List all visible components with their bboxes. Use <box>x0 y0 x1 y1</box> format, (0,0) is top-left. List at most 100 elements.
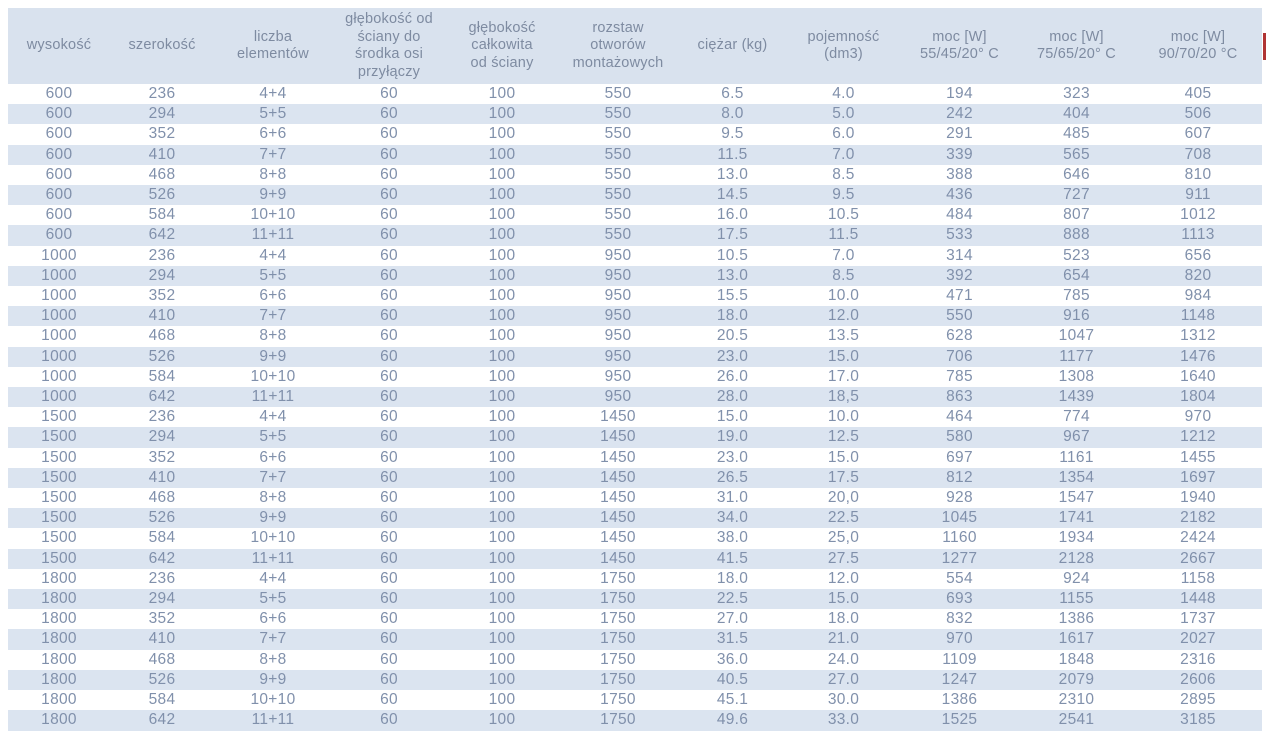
cell: 1000 <box>41 367 77 385</box>
cell: 9+9 <box>259 347 287 365</box>
cell: 785 <box>1063 287 1090 305</box>
column-header-4: głębokość od ściany do środka osi przyłą… <box>332 8 446 84</box>
cell: 950 <box>604 246 632 264</box>
cell: 607 <box>1184 125 1212 143</box>
cell: 1455 <box>1180 448 1216 466</box>
cell: 60 <box>380 125 398 143</box>
cell: 642 <box>148 388 176 406</box>
cell: 1500 <box>41 468 77 486</box>
cell: 5+5 <box>259 428 287 446</box>
table-row: 600 526 9+9 60 100 550 14.5 9.5 436 727 911 <box>8 185 1262 206</box>
cell: 100 <box>488 388 516 406</box>
cell: 20,0 <box>827 489 860 507</box>
cell: 656 <box>1184 246 1212 264</box>
table-body: 600 236 4+4 60 100 550 6.5 4.0 194 323 405 600 294 5+… <box>8 84 1262 731</box>
cell: 100 <box>488 186 516 204</box>
table-row: 1000 526 9+9 60 100 950 23.0 15.0 706 1177 1476 <box>8 346 1262 367</box>
table-row: 1800 468 8+8 60 100 1750 36.0 24.0 1109 1848 2316 <box>8 650 1262 670</box>
cell: 1450 <box>600 509 636 527</box>
table-row: 1800 642 11+11 60 100 1750 49.6 33.0 1525 2541 318… <box>8 710 1262 731</box>
table-row: 1500 294 5+5 60 100 1450 19.0 12.5 580 967 1212 <box>8 427 1262 448</box>
cell: 26.5 <box>716 468 749 486</box>
cell: 950 <box>604 266 632 284</box>
cell: 6+6 <box>259 287 287 305</box>
cell: 1525 <box>941 711 978 729</box>
cell: 11+11 <box>251 711 295 729</box>
cell: 30.0 <box>827 691 860 709</box>
cell: 1640 <box>1180 367 1216 385</box>
cell: 1750 <box>600 711 636 729</box>
cell: 4+4 <box>259 85 287 102</box>
cell: 708 <box>1184 145 1212 163</box>
column-header-2: szerokość <box>110 8 214 84</box>
cell: 1800 <box>41 630 77 648</box>
cell: 100 <box>488 307 516 325</box>
table-row: 1500 352 6+6 60 100 1450 23.0 15.0 697 1161 1455 <box>8 448 1262 468</box>
cell: 1934 <box>1058 529 1095 547</box>
cell: 100 <box>488 266 516 284</box>
cell: 1012 <box>1180 206 1216 224</box>
cell: 1247 <box>941 670 978 688</box>
cell: 100 <box>488 529 516 547</box>
cell: 10+10 <box>250 691 296 709</box>
cell: 13.0 <box>716 165 749 183</box>
cell: 38.0 <box>716 529 749 547</box>
cell: 1450 <box>600 408 636 426</box>
cell: 1000 <box>41 287 77 305</box>
cell: 45.1 <box>716 691 749 709</box>
table-row: 1000 468 8+8 60 100 950 20.5 13.5 628 1047 1312 <box>8 326 1262 346</box>
cell: 468 <box>148 489 176 507</box>
cell: 13.0 <box>716 266 749 284</box>
cell: 584 <box>148 367 176 385</box>
cell: 11+11 <box>251 226 295 244</box>
table-row: 1500 410 7+7 60 100 1450 26.5 17.5 812 1354 1697 <box>8 467 1262 489</box>
cell: 1000 <box>41 347 77 365</box>
cell: 654 <box>1063 266 1090 284</box>
cell: 1000 <box>41 266 77 284</box>
cell: 100 <box>488 630 516 648</box>
cell: 693 <box>946 590 973 608</box>
cell: 60 <box>380 711 398 729</box>
table-row: 1000 352 6+6 60 100 950 15.5 10.0 471 785 984 <box>8 286 1262 306</box>
cell: 950 <box>604 347 632 365</box>
cell: 25,0 <box>827 529 860 547</box>
cell: 7+7 <box>259 145 287 163</box>
cell: 6+6 <box>259 448 287 466</box>
cell: 9.5 <box>832 186 855 204</box>
cell: 3185 <box>1180 711 1216 729</box>
cell: 812 <box>946 468 973 486</box>
cell: 1500 <box>41 489 77 507</box>
cell: 646 <box>1063 165 1090 183</box>
cell: 810 <box>1184 165 1212 183</box>
cell: 785 <box>946 367 973 385</box>
cell: 11+11 <box>251 388 295 406</box>
cell: 2606 <box>1180 670 1216 688</box>
cell: 60 <box>380 307 398 325</box>
cell: 60 <box>380 186 398 204</box>
cell: 20.5 <box>716 327 749 345</box>
cell: 60 <box>380 590 398 608</box>
cell: 464 <box>946 408 973 426</box>
cell: 100 <box>488 226 516 244</box>
cell: 1450 <box>600 428 636 446</box>
cell: 100 <box>488 711 516 729</box>
cell: 1750 <box>600 630 636 648</box>
cell: 12.0 <box>827 569 860 587</box>
cell: 468 <box>148 327 176 345</box>
cell: 1277 <box>941 549 978 567</box>
cell: 1547 <box>1058 489 1095 507</box>
cell: 7+7 <box>259 468 287 486</box>
cell: 6.0 <box>832 125 855 143</box>
cell: 22.5 <box>716 590 749 608</box>
cell: 1450 <box>600 448 636 466</box>
column-header-7: ciężar (kg) <box>678 8 787 84</box>
cell: 967 <box>1063 428 1090 446</box>
cell: 706 <box>946 347 973 365</box>
table-row: 1500 236 4+4 60 100 1450 15.0 10.0 464 774 970 <box>8 407 1262 427</box>
cell: 13.5 <box>827 327 860 345</box>
cell: 1000 <box>41 388 77 406</box>
cell: 600 <box>45 186 73 204</box>
cell: 1148 <box>1180 307 1216 325</box>
table-row: 1800 294 5+5 60 100 1750 22.5 15.0 693 1155 1448 <box>8 589 1262 610</box>
cell: 352 <box>148 287 176 305</box>
